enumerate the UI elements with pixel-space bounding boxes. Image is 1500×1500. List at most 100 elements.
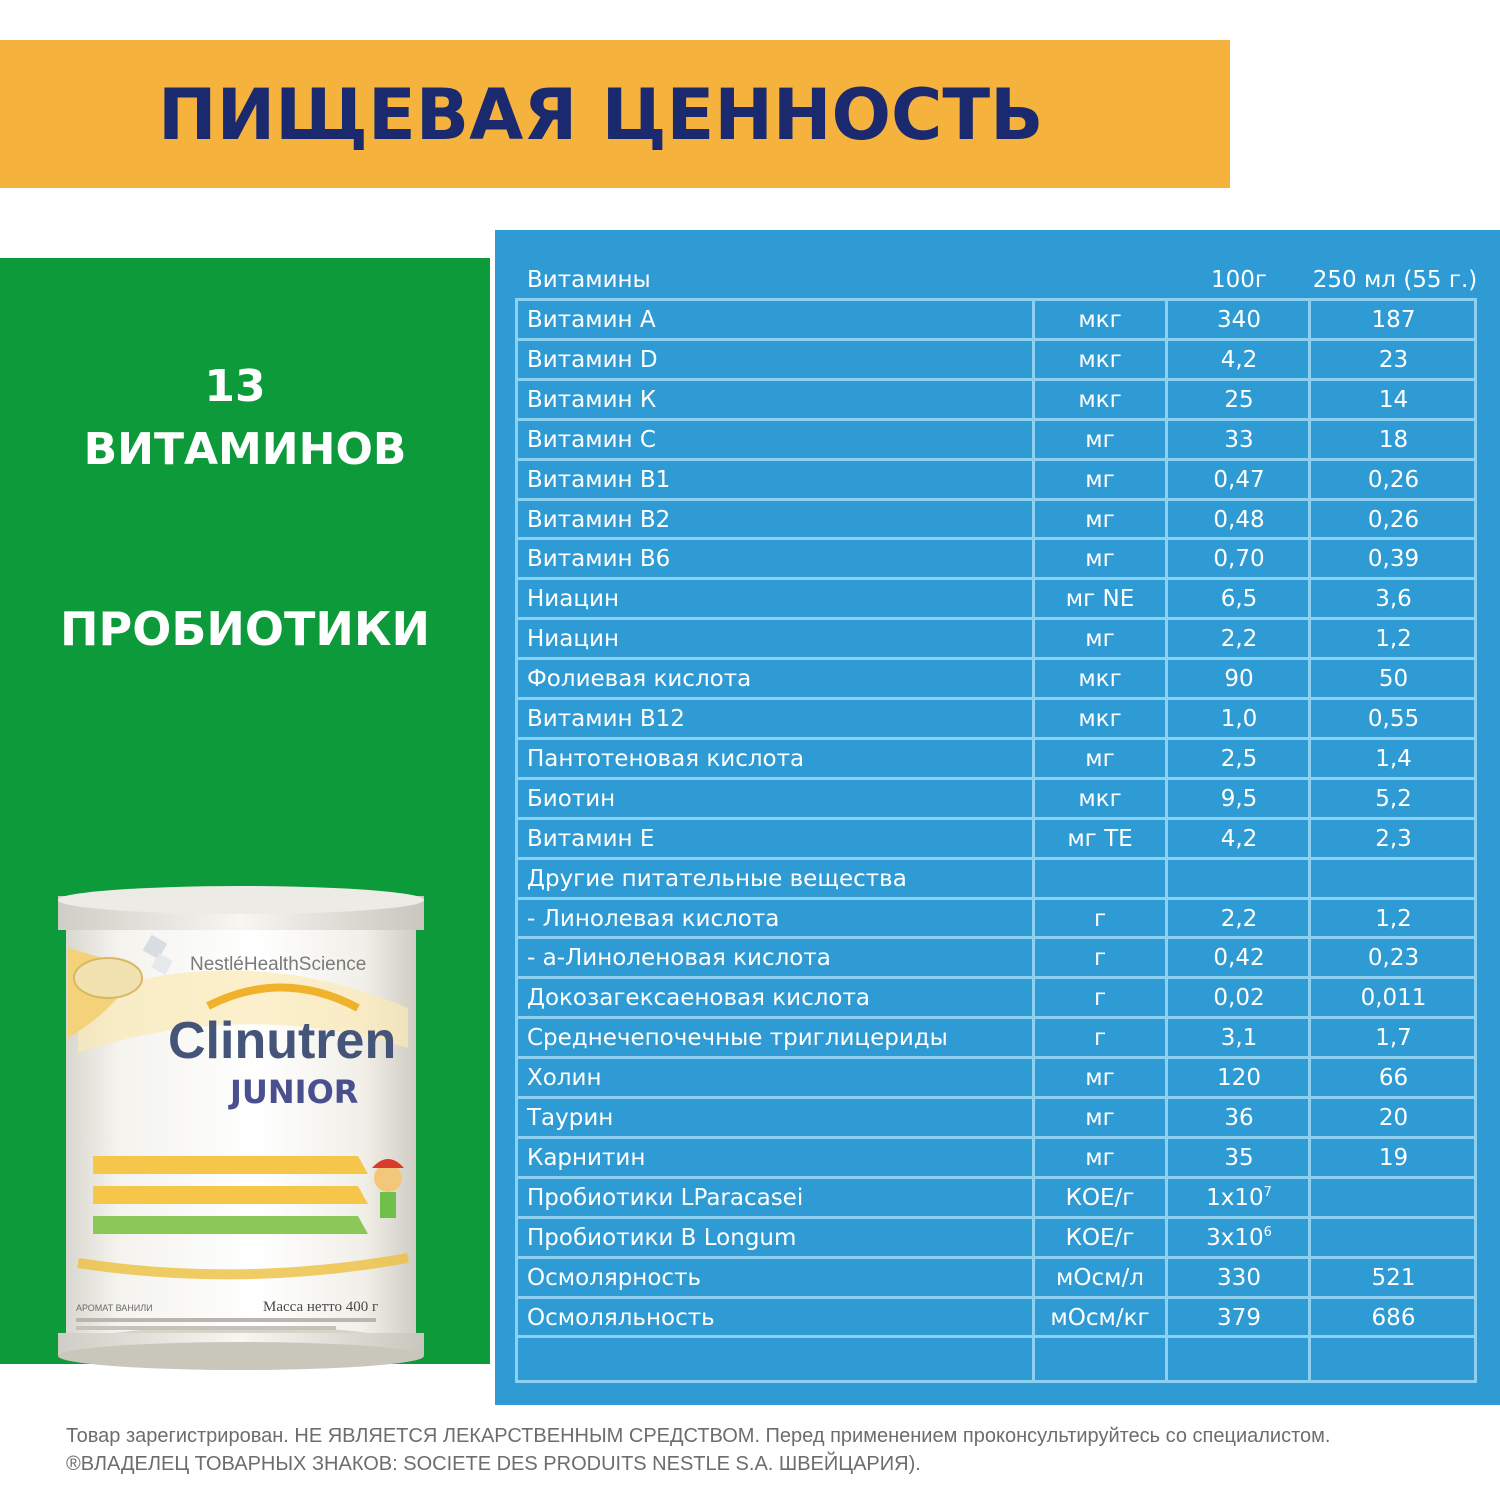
row-name: Ниацин (527, 626, 619, 653)
row-value-100g: 0,70 (1213, 546, 1265, 573)
table-row-divider (515, 497, 1477, 501)
table-column-divider (1308, 298, 1311, 1383)
row-value-250ml: 521 (1371, 1264, 1416, 1291)
row-unit: мОсм/кг (1050, 1304, 1150, 1331)
row-value-250ml: 50 (1378, 666, 1409, 693)
row-name: Биотин (527, 785, 616, 812)
row-value-250ml: 19 (1378, 1144, 1409, 1171)
row-value-100g: 379 (1217, 1304, 1261, 1331)
nutrition-table-grid (515, 298, 1477, 1383)
table-header-100g: 100г (1211, 267, 1267, 293)
table-row-divider (515, 976, 1477, 980)
row-name: Витамин D (527, 346, 658, 373)
table-row-divider (515, 617, 1477, 621)
row-value-250ml: 5,2 (1375, 785, 1412, 812)
row-value-250ml: 0,011 (1360, 985, 1427, 1012)
row-unit: мкг (1078, 386, 1122, 413)
table-row-divider (515, 337, 1477, 341)
svg-text:АРОМАТ ВАНИЛИ: АРОМАТ ВАНИЛИ (76, 1303, 153, 1313)
row-unit: мг (1085, 745, 1115, 772)
base-value: 3х10 (1206, 1224, 1264, 1251)
row-unit: мкг (1078, 307, 1122, 333)
row-value-100g: 2,2 (1220, 626, 1258, 653)
row-value-100g: 4,2 (1220, 825, 1258, 852)
disclaimer-line-1: Товар зарегистрирован. НЕ ЯВЛЯЕТСЯ ЛЕКАР… (66, 1425, 1331, 1447)
table-row-divider (515, 377, 1477, 381)
row-name: Витамин Е (527, 825, 655, 852)
table-row-divider (515, 1056, 1477, 1060)
table-row-divider (515, 697, 1477, 700)
row-name: Карнитин (527, 1144, 646, 1171)
row-name: Пробиотики LParacasei (527, 1184, 804, 1211)
row-value-250ml: 2,3 (1375, 825, 1412, 852)
row-name: Витамин В2 (527, 506, 671, 533)
row-value-100g: 4,2 (1220, 346, 1258, 373)
vitamins-count: 13 (204, 361, 266, 412)
row-value-100g: 6,5 (1220, 586, 1258, 613)
row-value-250ml: 0,26 (1367, 466, 1420, 493)
row-value-100g: 340 (1217, 307, 1261, 333)
row-value-100g: 9,5 (1220, 785, 1258, 812)
row-value-250ml: 187 (1371, 307, 1416, 333)
row-value-100g: 33 (1224, 426, 1254, 453)
row-value-100g: 0,02 (1213, 985, 1265, 1012)
vitamins-label: ВИТАМИНОВ (83, 424, 407, 475)
row-value-100g: 330 (1217, 1264, 1261, 1291)
svg-text:NestléHealthScience: NestléHealthScience (190, 954, 366, 975)
row-unit: КОЕ/г (1065, 1224, 1135, 1251)
row-unit: мкг (1078, 666, 1122, 693)
row-value-100g: 36 (1224, 1105, 1254, 1131)
svg-text:Масса нетто 400 г: Масса нетто 400 г (263, 1299, 378, 1315)
row-name: Среднечепочечные триглицериды (527, 1025, 948, 1052)
row-name: Витамин К (527, 386, 657, 413)
row-name: Витамин С (527, 426, 656, 453)
svg-text:Clinutren: Clinutren (168, 1012, 396, 1070)
row-value-100g: 1х107 (1168, 1178, 1310, 1218)
row-value-250ml: 1,2 (1375, 905, 1412, 932)
row-name: Фолиевая кислота (527, 666, 752, 693)
row-unit: мг (1085, 506, 1115, 533)
row-value-250ml: 0,26 (1367, 506, 1420, 533)
row-value-100g: 25 (1224, 386, 1254, 413)
row-value-250ml: 3,6 (1375, 586, 1412, 613)
row-name: Пробиотики В Longum (527, 1224, 797, 1251)
table-row-divider (515, 1295, 1477, 1299)
table-row-divider (515, 577, 1477, 581)
row-name: Витамин В6 (527, 546, 671, 573)
row-unit: мг (1085, 626, 1115, 653)
row-value-250ml (1312, 1218, 1475, 1258)
row-name: - Линолевая кислота (527, 905, 780, 932)
row-unit: мкг (1078, 346, 1122, 373)
row-value-100g: 2,2 (1220, 905, 1258, 932)
row-value-250ml: 14 (1378, 386, 1409, 413)
row-value-250ml: 0,39 (1367, 546, 1420, 573)
row-name: Витамин В12 (527, 706, 685, 732)
row-value-100g: 1,0 (1220, 706, 1258, 732)
title-banner (0, 40, 1230, 188)
table-row-divider (515, 896, 1477, 900)
table-row-divider (515, 537, 1477, 541)
table-row-divider (515, 1135, 1477, 1139)
row-unit (1035, 859, 1165, 899)
row-unit: г (1093, 1025, 1107, 1052)
row-unit: мг (1085, 546, 1115, 573)
row-unit: КОЕ/г (1065, 1184, 1135, 1211)
row-value-100g: 90 (1224, 666, 1254, 693)
page-title: ПИЩЕВАЯ ЦЕННОСТЬ (158, 74, 1044, 156)
row-value-250ml: 1,4 (1375, 745, 1412, 772)
table-row-divider (515, 736, 1477, 740)
row-name: Другие питательные вещества (527, 865, 907, 892)
table-row-divider (515, 657, 1477, 661)
row-name: Холин (527, 1065, 602, 1092)
row-value-250ml: 18 (1378, 426, 1409, 453)
row-value-250ml: 66 (1378, 1065, 1409, 1092)
row-name: Ниацин (527, 586, 619, 613)
table-header-name: Витамины (527, 267, 651, 293)
row-unit: мкг (1078, 785, 1122, 812)
row-unit: мг (1085, 1065, 1115, 1092)
row-value-100g: 3х106 (1168, 1218, 1310, 1258)
row-unit: г (1093, 945, 1107, 972)
row-value-100g: 2,5 (1220, 745, 1258, 772)
row-unit: мг ТЕ (1067, 825, 1133, 852)
exponent: 6 (1263, 1224, 1272, 1240)
